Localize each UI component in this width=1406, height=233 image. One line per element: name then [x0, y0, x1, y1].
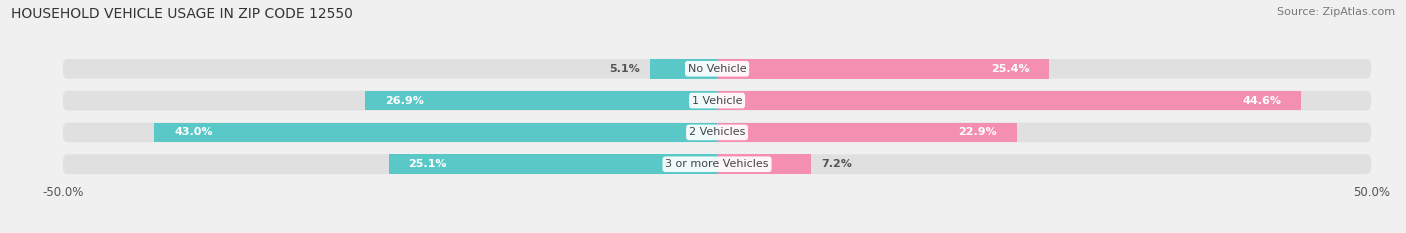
- Text: 5.1%: 5.1%: [609, 64, 640, 74]
- Bar: [717, 59, 1049, 79]
- Text: 25.1%: 25.1%: [408, 159, 447, 169]
- Text: 25.4%: 25.4%: [991, 64, 1029, 74]
- Text: Source: ZipAtlas.com: Source: ZipAtlas.com: [1277, 7, 1395, 17]
- FancyBboxPatch shape: [63, 59, 1371, 79]
- Text: 26.9%: 26.9%: [385, 96, 423, 106]
- Bar: [388, 154, 717, 174]
- Bar: [717, 91, 1301, 110]
- Bar: [717, 123, 1017, 142]
- Text: 3 or more Vehicles: 3 or more Vehicles: [665, 159, 769, 169]
- FancyBboxPatch shape: [63, 91, 1371, 110]
- FancyBboxPatch shape: [63, 123, 1371, 142]
- Bar: [651, 59, 717, 79]
- Bar: [155, 123, 717, 142]
- Text: 44.6%: 44.6%: [1241, 96, 1281, 106]
- Text: 2 Vehicles: 2 Vehicles: [689, 127, 745, 137]
- Text: HOUSEHOLD VEHICLE USAGE IN ZIP CODE 12550: HOUSEHOLD VEHICLE USAGE IN ZIP CODE 1255…: [11, 7, 353, 21]
- Text: 22.9%: 22.9%: [959, 127, 997, 137]
- Text: 43.0%: 43.0%: [174, 127, 212, 137]
- Bar: [366, 91, 717, 110]
- FancyBboxPatch shape: [63, 154, 1371, 174]
- Text: 1 Vehicle: 1 Vehicle: [692, 96, 742, 106]
- Text: No Vehicle: No Vehicle: [688, 64, 747, 74]
- Text: 7.2%: 7.2%: [821, 159, 852, 169]
- Bar: [717, 154, 811, 174]
